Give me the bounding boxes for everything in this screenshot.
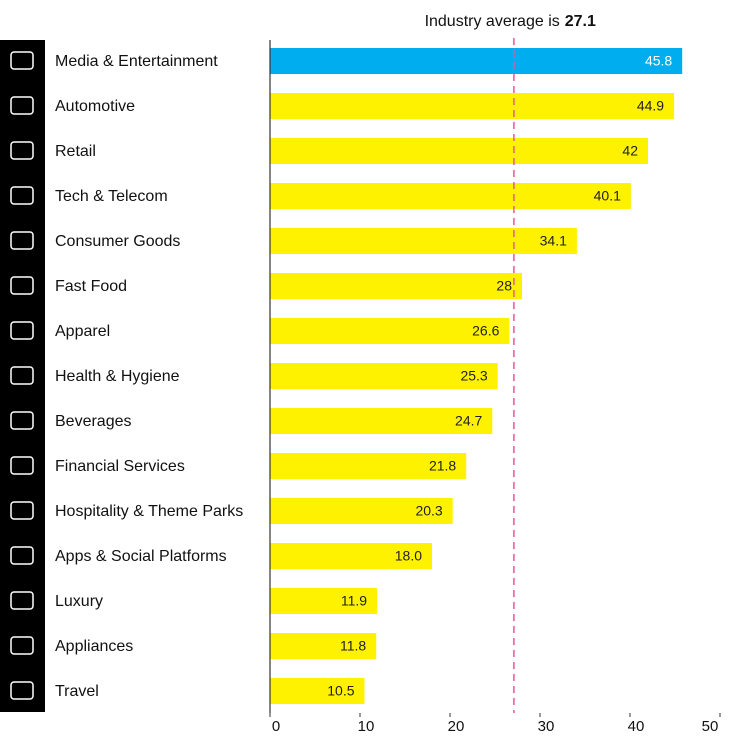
value-label: 11.8	[340, 638, 366, 654]
value-label: 42	[622, 143, 638, 159]
category-label: Luxury	[55, 593, 103, 610]
bar	[270, 183, 631, 209]
x-tick-label: 10	[358, 718, 375, 735]
value-label: 45.8	[645, 53, 672, 69]
category-icon	[10, 186, 34, 205]
average-annotation: Industry average is 27.1	[425, 13, 596, 30]
bar	[270, 363, 498, 389]
category-label: Fast Food	[55, 278, 127, 295]
category-icon	[10, 231, 34, 250]
category-icon	[10, 276, 34, 295]
bar	[270, 588, 378, 614]
x-tick-label: 40	[628, 718, 645, 735]
value-label: 28	[496, 278, 512, 294]
category-icon	[10, 321, 34, 340]
category-label: Media & Entertainment	[55, 53, 218, 70]
category-icon	[10, 141, 34, 160]
bar	[270, 318, 510, 344]
bar	[270, 48, 683, 74]
average-value: 27.1	[565, 13, 596, 30]
bar	[270, 93, 675, 119]
bar	[270, 228, 577, 254]
value-label: 24.7	[455, 413, 482, 429]
x-tick-label: 20	[448, 718, 465, 735]
value-label: 21.8	[429, 458, 456, 474]
bar	[270, 138, 648, 164]
average-label: Industry average is	[425, 13, 560, 30]
x-tick-label: 30	[538, 718, 555, 735]
category-icon	[10, 546, 34, 565]
category-label: Health & Hygiene	[55, 368, 180, 385]
bar	[270, 543, 432, 569]
category-label: Beverages	[55, 413, 132, 430]
category-label: Apparel	[55, 323, 110, 340]
value-label: 18.0	[395, 548, 422, 564]
value-label: 25.3	[460, 368, 487, 384]
bar	[270, 498, 453, 524]
value-label: 10.5	[327, 683, 354, 699]
category-icon	[10, 591, 34, 610]
bar	[270, 678, 365, 704]
category-icon	[10, 636, 34, 655]
value-label: 34.1	[540, 233, 567, 249]
category-icon	[10, 51, 34, 70]
bar	[270, 453, 467, 479]
category-icon	[10, 411, 34, 430]
category-label: Retail	[55, 143, 96, 160]
category-label: Consumer Goods	[55, 233, 180, 250]
category-label: Hospitality & Theme Parks	[55, 503, 243, 520]
category-label: Tech & Telecom	[55, 188, 168, 205]
value-label: 44.9	[637, 98, 664, 114]
category-icon	[10, 96, 34, 115]
category-icon	[10, 456, 34, 475]
icon-sidebar	[0, 40, 45, 712]
value-label: 40.1	[594, 188, 621, 204]
category-icon	[10, 681, 34, 700]
value-label: 20.3	[415, 503, 442, 519]
category-label: Automotive	[55, 98, 135, 115]
category-label: Appliances	[55, 638, 133, 655]
x-tick-label: 0	[272, 718, 280, 735]
category-label: Financial Services	[55, 458, 185, 475]
bar	[270, 408, 493, 434]
value-label: 11.9	[341, 593, 367, 609]
category-icon	[10, 366, 34, 385]
category-icon	[10, 501, 34, 520]
category-label: Apps & Social Platforms	[55, 548, 227, 565]
bar	[270, 273, 522, 299]
bar	[270, 633, 377, 659]
value-label: 26.6	[472, 323, 499, 339]
category-label: Travel	[55, 683, 99, 700]
x-tick-label: 50	[702, 718, 719, 735]
